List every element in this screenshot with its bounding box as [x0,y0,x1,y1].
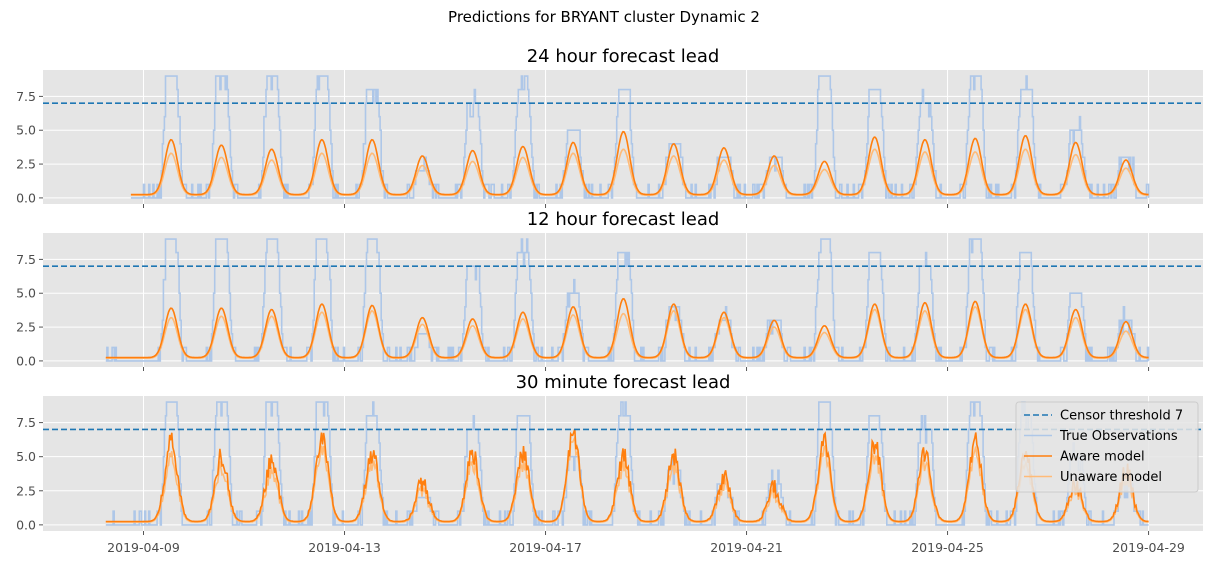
x-tick-label: 2019-04-13 [308,540,381,555]
y-tick-label: 7.5 [16,89,36,104]
legend-box [1015,401,1199,493]
series-aware-model [130,130,1149,196]
plot-area [43,70,1203,204]
y-tick-label: 2.5 [16,320,36,335]
series-true-observations [105,238,1150,362]
figure-suptitle: Predictions for BRYANT cluster Dynamic 2 [448,8,760,26]
subplot-title: 24 hour forecast lead [527,46,720,67]
subplots: 0.0 2.5 5.0 7.5 24 hour forecast lead 0.0 2.5 5… [16,46,1203,555]
x-tick-label: 2019-04-29 [1112,540,1185,555]
series-unaware-model [105,306,1149,359]
y-tick-label: 5.0 [16,449,36,464]
x-tick-label: 2019-04-21 [710,540,783,555]
y-tick-label: 0.0 [16,517,36,532]
subplot-2: 0.0 2.5 5.0 7.5 12 hour forecast lead [16,209,1203,371]
y-tick-label: 2.5 [16,483,36,498]
y-tick-label: 7.5 [16,252,36,267]
series-aware-model [105,297,1149,359]
subplot-3: 0.0 2.5 5.0 7.5 2019-04-09 2019-04-13 2019-04-… [16,372,1203,555]
series-aware-model [105,428,1149,523]
legend-label: Unaware model [1060,470,1162,485]
x-tick-label: 2019-04-25 [911,540,984,555]
x-tick-label: 2019-04-17 [509,540,582,555]
legend-label: True Observations [1059,429,1178,444]
subplot-title: 30 minute forecast lead [516,372,731,393]
series-true-observations [105,401,1149,526]
y-tick-label: 5.0 [16,123,36,138]
series-unaware-model [105,437,1149,523]
subplot-title: 12 hour forecast lead [527,209,720,230]
y-tick-label: 7.5 [16,415,36,430]
x-tick-label: 2019-04-09 [107,540,180,555]
legend: Censor threshold 7 True Observations Aware… [1015,401,1199,493]
legend-label: Aware model [1060,450,1145,465]
subplot-1: 0.0 2.5 5.0 7.5 24 hour forecast lead [16,46,1203,208]
y-tick-label: 2.5 [16,157,36,172]
legend-label: Censor threshold 7 [1060,409,1183,424]
y-tick-label: 0.0 [16,353,36,368]
y-tick-label: 0.0 [16,190,36,205]
y-tick-label: 5.0 [16,286,36,301]
